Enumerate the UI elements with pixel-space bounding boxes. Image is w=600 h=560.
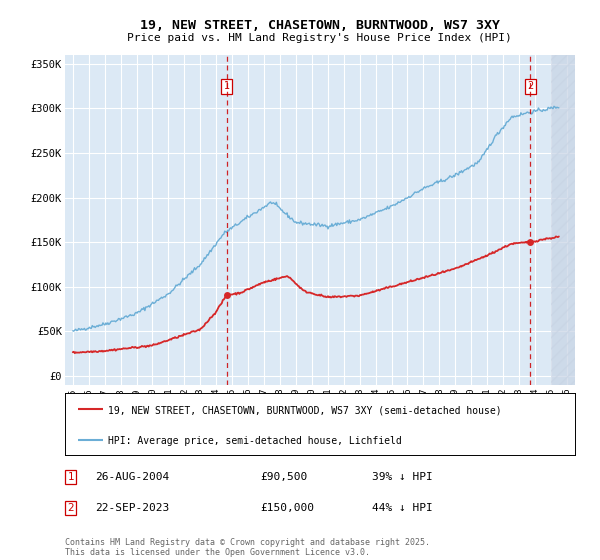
Text: £90,500: £90,500 xyxy=(260,472,307,482)
Text: 44% ↓ HPI: 44% ↓ HPI xyxy=(372,503,433,513)
Text: 22-SEP-2023: 22-SEP-2023 xyxy=(95,503,169,513)
Bar xyxy=(551,55,575,385)
Text: 1: 1 xyxy=(67,472,74,482)
Text: 19, NEW STREET, CHASETOWN, BURNTWOOD, WS7 3XY: 19, NEW STREET, CHASETOWN, BURNTWOOD, WS… xyxy=(140,18,500,32)
Text: Contains HM Land Registry data © Crown copyright and database right 2025.
This d: Contains HM Land Registry data © Crown c… xyxy=(65,538,430,557)
Text: 19, NEW STREET, CHASETOWN, BURNTWOOD, WS7 3XY (semi-detached house): 19, NEW STREET, CHASETOWN, BURNTWOOD, WS… xyxy=(108,405,502,415)
Text: 2: 2 xyxy=(527,81,533,91)
Text: Price paid vs. HM Land Registry's House Price Index (HPI): Price paid vs. HM Land Registry's House … xyxy=(127,33,512,43)
Text: 39% ↓ HPI: 39% ↓ HPI xyxy=(372,472,433,482)
Text: 1: 1 xyxy=(224,81,230,91)
Text: HPI: Average price, semi-detached house, Lichfield: HPI: Average price, semi-detached house,… xyxy=(108,436,402,446)
Text: 2: 2 xyxy=(67,503,74,513)
Text: £150,000: £150,000 xyxy=(260,503,314,513)
Text: 26-AUG-2004: 26-AUG-2004 xyxy=(95,472,169,482)
